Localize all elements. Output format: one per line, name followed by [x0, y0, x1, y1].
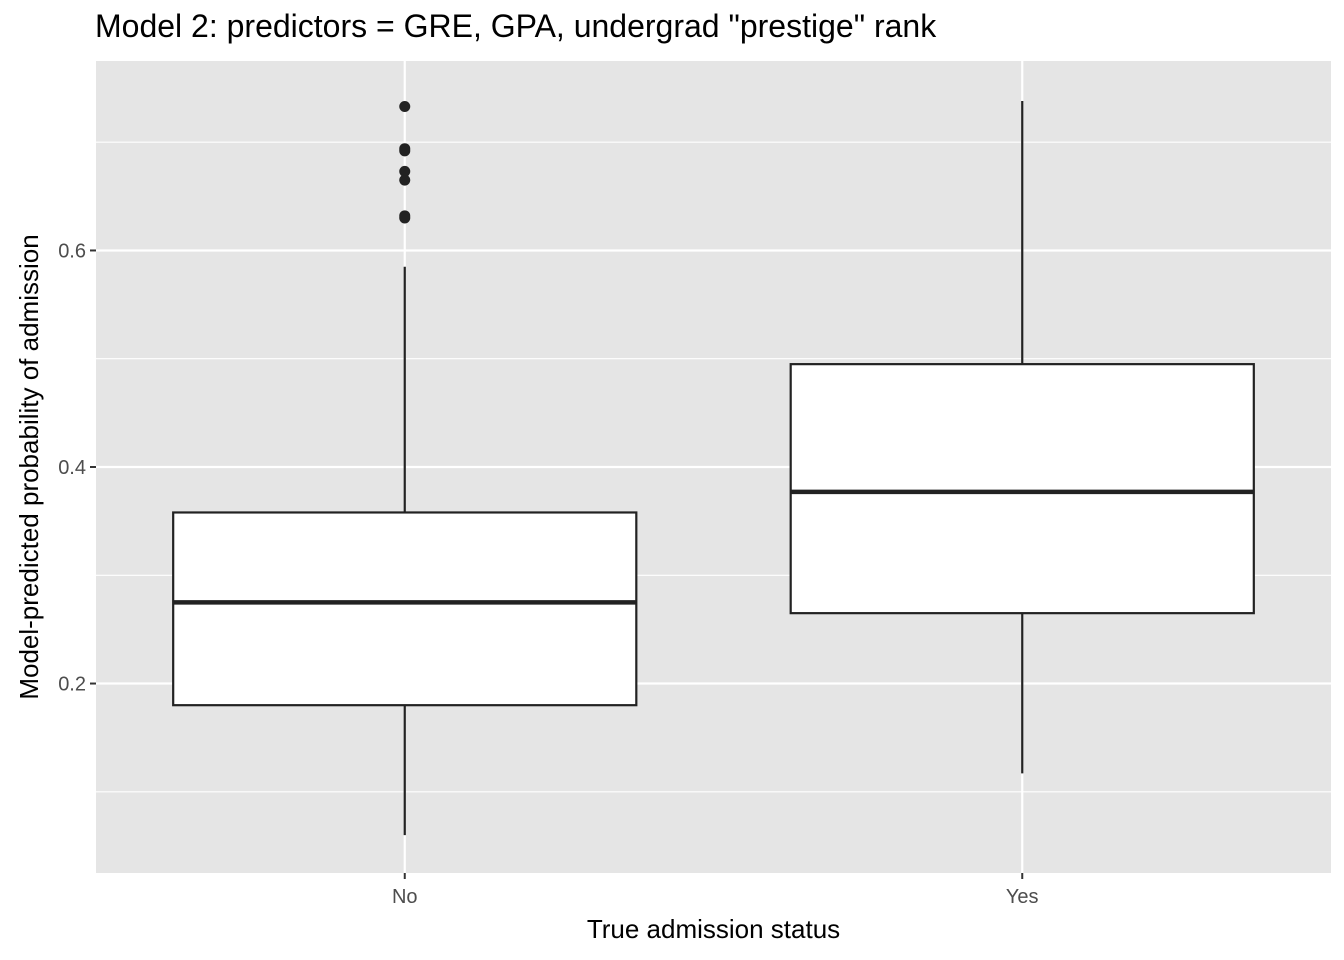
y-tick-label: 0.2 — [58, 674, 86, 696]
outlier-point — [399, 100, 411, 112]
iqr-box — [789, 363, 1255, 615]
axes: 0.2 0.4 0.6 No Yes — [58, 240, 1038, 908]
boxes — [172, 100, 1255, 836]
x-tick-label: No — [392, 886, 418, 908]
iqr-box — [172, 511, 638, 707]
outlier-point — [399, 165, 411, 177]
outlier-point — [399, 174, 411, 186]
outlier-point — [399, 210, 411, 222]
x-tick-label: Yes — [1006, 886, 1039, 908]
box-yes — [789, 101, 1255, 774]
y-axis-title: Model-predicted probability of admission — [14, 234, 44, 699]
x-axis-title: True admission status — [587, 914, 840, 944]
chart-title: Model 2: predictors = GRE, GPA, undergra… — [95, 8, 937, 44]
box-no — [172, 100, 638, 836]
y-tick-label: 0.6 — [58, 240, 86, 262]
y-tick-label: 0.4 — [58, 457, 86, 479]
outlier-point — [399, 143, 411, 155]
